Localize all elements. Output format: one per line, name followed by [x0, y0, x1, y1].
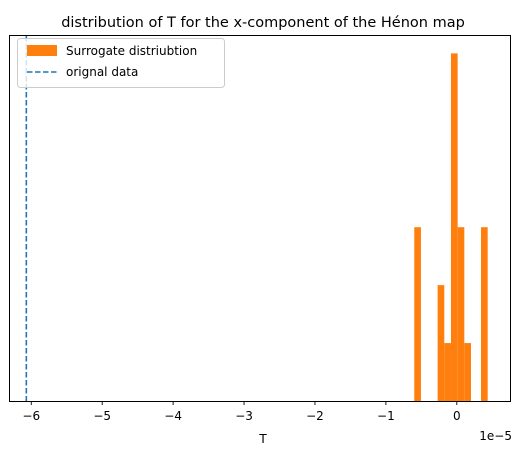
legend-box — [17, 38, 225, 88]
histogram-bar-6 — [481, 227, 488, 401]
legend-swatch-surrogate — [27, 45, 57, 56]
x-tick-label-1: −5 — [93, 409, 111, 423]
x-tick-label-0: −6 — [22, 409, 40, 423]
chart-title: distribution of T for the x-component of… — [61, 15, 465, 31]
histogram-bar-4 — [457, 227, 465, 401]
histogram-bar-1 — [437, 285, 445, 401]
histogram-bar-2 — [444, 343, 451, 401]
histogram-bar-5 — [464, 343, 471, 401]
histogram-bar-3 — [450, 53, 458, 401]
x-tick-label-4: −2 — [306, 409, 324, 423]
legend-label-original: orignal data — [66, 65, 138, 79]
histogram-bar-0 — [414, 227, 421, 401]
histogram-bars — [414, 53, 488, 401]
x-tick-label-2: −4 — [164, 409, 182, 423]
legend: Surrogate distriubtion orignal data — [17, 38, 225, 88]
legend-label-surrogate: Surrogate distriubtion — [66, 44, 197, 58]
x-axis-label: T — [258, 432, 267, 446]
axes-frame — [9, 35, 511, 402]
x-axis-ticks: −6 −5 −4 −3 −2 −1 0 — [22, 401, 461, 423]
x-tick-label-5: −1 — [377, 409, 395, 423]
x-tick-label-3: −3 — [235, 409, 253, 423]
x-offset-label: 1e−5 — [479, 429, 512, 443]
x-tick-label-6: 0 — [453, 409, 461, 423]
